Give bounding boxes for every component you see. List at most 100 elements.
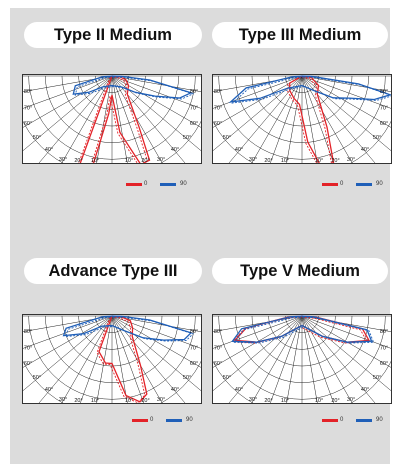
- polar-spoke: [301, 315, 392, 369]
- polar-grid: [212, 315, 392, 404]
- polar-svg-type-ii: 80° 70° 60° 50° 40° 30° 20° 10° 10° 20° 30° 40° 50° 6…: [22, 74, 202, 164]
- angle-label: 50°: [373, 135, 381, 141]
- polar-spoke: [111, 315, 202, 350]
- angle-label: 20°: [264, 398, 272, 404]
- angle-label: 30°: [249, 397, 257, 403]
- angle-label: 70°: [24, 106, 32, 112]
- polar-spoke: [22, 75, 113, 129]
- polar-spoke: [22, 315, 113, 392]
- angle-label: 10°: [281, 398, 289, 404]
- polar-spoke: [37, 75, 113, 164]
- legend-type-v: 0 90: [320, 416, 396, 426]
- series-line-0-dashed: [77, 76, 149, 164]
- angle-label: 70°: [190, 106, 198, 112]
- polar-spoke: [111, 75, 145, 164]
- polar-spoke: [79, 315, 113, 404]
- angle-label: 70°: [190, 346, 198, 352]
- polar-spoke: [301, 315, 392, 392]
- angle-label: 40°: [171, 387, 179, 393]
- angle-label: 10°: [315, 398, 323, 404]
- angle-label: 40°: [361, 387, 369, 393]
- series-line-90-dashed: [74, 76, 195, 100]
- angle-label: 30°: [347, 157, 355, 163]
- angle-label: 60°: [190, 121, 198, 127]
- angle-label: 10°: [125, 398, 133, 404]
- polar-spoke: [60, 75, 113, 164]
- angle-label: 60°: [380, 361, 388, 367]
- series-line-0-dashed: [96, 316, 146, 404]
- legend-label-0: 0: [340, 181, 344, 187]
- photometric-panel: Type II Medium 80° 70° 60° 50° 40° 30° 20° 10° 1…: [10, 8, 392, 464]
- angle-label: 20°: [141, 398, 149, 404]
- legend-swatch-0: [322, 419, 338, 422]
- polar-spoke: [301, 315, 354, 404]
- polar-spoke: [301, 75, 392, 129]
- angle-label: 50°: [373, 375, 381, 381]
- angle-label: 10°: [91, 398, 99, 404]
- polar-spoke: [301, 315, 392, 350]
- angle-label: 80°: [190, 329, 198, 335]
- angle-label: 20°: [331, 398, 339, 404]
- polar-spoke: [301, 315, 318, 404]
- polar-spoke: [212, 75, 303, 110]
- angle-label: 30°: [59, 397, 67, 403]
- angle-label: 20°: [141, 158, 149, 164]
- legend-label-0: 0: [340, 417, 344, 423]
- angle-label: 30°: [59, 157, 67, 163]
- series-line-90-dashed: [233, 316, 375, 344]
- angle-label: 80°: [214, 89, 222, 95]
- polar-spoke: [22, 315, 113, 333]
- polar-spoke: [250, 315, 303, 404]
- legend-swatch-90: [160, 183, 176, 186]
- polar-svg-type-v: 80° 70° 60° 50° 40° 30° 20° 10° 10° 20° 30° 40° 50° 6…: [212, 314, 392, 404]
- legend-swatch-0: [132, 419, 148, 422]
- polar-spoke: [212, 315, 303, 350]
- legend-swatch-0: [126, 183, 142, 186]
- angle-label: 70°: [380, 346, 388, 352]
- polar-spoke: [212, 75, 303, 152]
- polar-spoke: [60, 315, 113, 404]
- legend-advance-type-iii: 0 90: [130, 416, 210, 426]
- legend-label-0: 0: [144, 181, 148, 187]
- polar-spoke: [250, 75, 303, 164]
- angle-label: 30°: [249, 157, 257, 163]
- angle-label: 80°: [214, 329, 222, 335]
- polar-spoke: [301, 75, 392, 152]
- angle-label: 50°: [183, 135, 191, 141]
- legend-swatch-90: [356, 183, 372, 186]
- polar-spoke: [111, 75, 187, 164]
- angle-label: 40°: [171, 147, 179, 153]
- angle-label: 70°: [214, 346, 222, 352]
- polar-spoke: [111, 315, 145, 404]
- angle-label: 60°: [214, 121, 222, 127]
- polar-spoke: [301, 75, 354, 164]
- polar-spoke: [301, 75, 335, 164]
- angle-label: 50°: [223, 135, 231, 141]
- polar-spoke: [22, 315, 113, 369]
- legend-swatch-90: [166, 419, 182, 422]
- legend-type-ii: 0 90: [124, 180, 204, 190]
- polar-spoke: [96, 315, 113, 404]
- angle-label: 10°: [91, 158, 99, 164]
- polar-chart-advance-type-iii: 80° 70° 60° 50° 40° 30° 20° 10° 10° 20° 30° 40° 50° 6…: [22, 314, 202, 404]
- angle-label: 50°: [183, 375, 191, 381]
- legend-label-90: 90: [180, 181, 187, 187]
- angle-label: 20°: [331, 158, 339, 164]
- polar-spoke: [286, 315, 303, 404]
- polar-spoke: [301, 315, 335, 404]
- angle-label: 10°: [315, 158, 323, 164]
- angle-label: 10°: [125, 158, 133, 164]
- polar-spoke: [269, 75, 303, 164]
- legend-type-iii: 0 90: [320, 180, 396, 190]
- angle-label: 50°: [33, 375, 41, 381]
- polar-spoke: [111, 75, 202, 129]
- series-line-90: [72, 75, 193, 99]
- series-line-0-dashed: [287, 76, 333, 164]
- polar-spoke: [111, 75, 128, 164]
- polar-spoke: [111, 75, 202, 93]
- angle-label: 30°: [347, 397, 355, 403]
- chart-frame: [212, 314, 392, 404]
- legend-label-0: 0: [150, 417, 154, 423]
- polar-spoke: [301, 75, 318, 164]
- polar-spoke: [111, 315, 128, 404]
